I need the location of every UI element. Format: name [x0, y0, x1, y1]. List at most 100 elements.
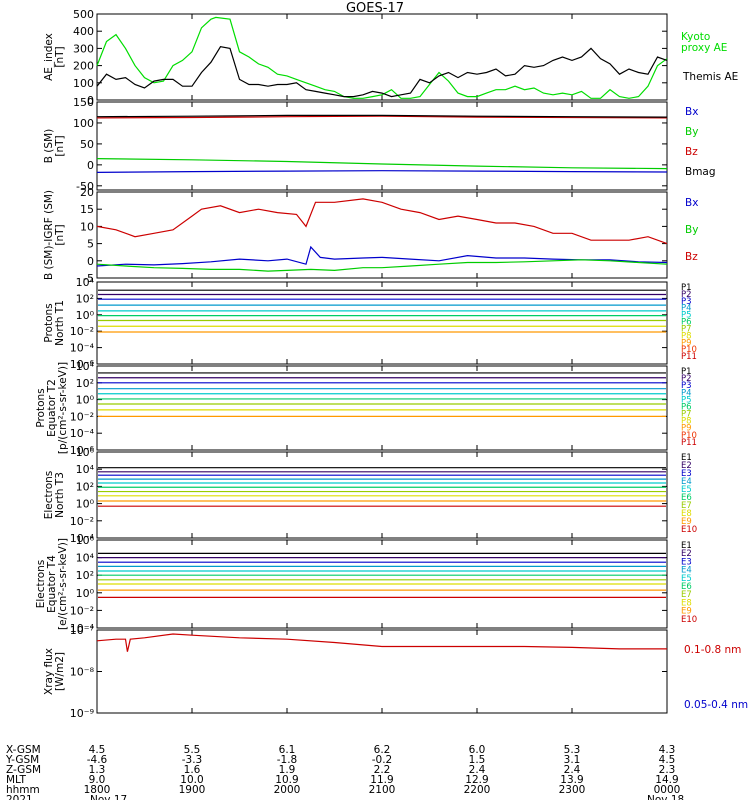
legend-p2: P2: [681, 290, 692, 300]
ephemeris-value: 1.3: [89, 764, 106, 776]
y-tick-label: 10⁻⁶: [70, 358, 95, 371]
y-tick-label: 10²: [76, 480, 94, 493]
panel-protons_t2: 10⁴ 10² 10⁰ 10⁻² 10⁻⁴ 10⁻⁶ Protons Equator T2 [p…: [35, 360, 697, 457]
legend-e8: E8: [681, 598, 692, 608]
legend-kyoto-proxy-ae: proxy AE: [681, 42, 727, 54]
y-tick-label: 15: [80, 203, 94, 216]
ephemeris-label: Z-GSM: [6, 764, 41, 776]
legend-e7: E7: [681, 590, 692, 600]
y-tick-label: -5: [83, 272, 94, 285]
y-tick-label: 10⁻⁷: [70, 624, 94, 637]
date-end: Nov 18: [647, 794, 684, 800]
y-tick-label: 10⁴: [76, 552, 95, 565]
legend-0-1-0-8-nm: 0.1-0.8 nm: [684, 644, 741, 656]
y-tick-label: 10⁻⁶: [70, 444, 95, 457]
ephemeris-label: MLT: [6, 774, 26, 786]
legend-e9: E9: [681, 607, 692, 617]
series-bx: [96, 170, 668, 173]
y-tick-label: 10⁻⁴: [70, 342, 95, 355]
y-tick-label: 100: [73, 117, 94, 130]
legend-e3: E3: [681, 469, 692, 479]
legend-e8: E8: [681, 509, 692, 519]
ephemeris-value: 9.0: [89, 774, 106, 786]
y-tick-label: 50: [80, 138, 94, 151]
legend-p4: P4: [681, 304, 692, 314]
y-tick-label: 10⁻⁴: [70, 532, 95, 545]
legend-p7: P7: [681, 324, 692, 334]
panel-bigrf: -5 0 5 10 15 20 B (SM)-IGRF (SM) [nT] Bx By Bz: [43, 186, 698, 285]
ephemeris-value: 2.4: [469, 764, 486, 776]
legend-bz: Bz: [685, 251, 698, 263]
ephemeris-value: 4.5: [89, 744, 106, 756]
y-tick-label: 10⁰: [76, 587, 95, 600]
y-tick-label: 10²: [76, 292, 94, 305]
ephemeris-value: 10.9: [275, 774, 298, 786]
y-tick-label: 10⁴: [76, 360, 95, 373]
ephemeris-value: 2000: [274, 784, 301, 796]
ephemeris-value: 5.3: [564, 744, 581, 756]
ephemeris-value: 13.9: [560, 774, 583, 786]
legend-by: By: [685, 224, 698, 236]
y-axis-label: Protons: [43, 303, 55, 342]
panel-frame: [96, 451, 668, 539]
ephemeris-value: 1900: [179, 784, 206, 796]
ephemeris-value: 1.5: [469, 754, 486, 766]
y-tick-label: 0: [87, 255, 94, 268]
y-axis-label: [p/(cm²-s-sr-keV)]: [57, 362, 69, 454]
panel-frame: [96, 191, 668, 279]
legend-e5: E5: [681, 485, 692, 495]
ephemeris-value: 1.9: [279, 764, 296, 776]
series-bz: [96, 198, 668, 245]
legend: Bx By Bz Bmag: [685, 106, 716, 178]
y-tick-label: 10⁴: [76, 276, 95, 289]
ephemeris-value: -4.6: [87, 754, 108, 766]
series-themis-ae: [96, 46, 668, 98]
legend: Bx By Bz: [685, 197, 698, 263]
series-bx: [96, 245, 668, 267]
legend-e4: E4: [681, 566, 692, 576]
legend-e6: E6: [681, 493, 692, 503]
ephemeris-value: 5.5: [184, 744, 201, 756]
y-tick-label: 10⁻⁴: [70, 622, 95, 635]
y-tick-label: 10⁻²: [70, 410, 94, 423]
legend-bz: Bz: [685, 146, 698, 158]
ephemeris-value: 1800: [84, 784, 111, 796]
legend-e1: E1: [681, 453, 692, 463]
panel-bsm: -50 0 50 100 150 B (SM) [nT] Bx By Bz Bmag: [43, 96, 716, 193]
panel-frame: [96, 365, 668, 451]
y-tick-label: 400: [73, 25, 94, 38]
ephemeris-value: -3.3: [182, 754, 203, 766]
legend-p6: P6: [681, 318, 692, 328]
y-axis-label: Protons: [35, 388, 47, 427]
chart-title: GOES-17: [345, 1, 404, 16]
legend-e2: E2: [681, 549, 692, 559]
ephemeris-value: 2100: [369, 784, 396, 796]
legend-p11: P11: [681, 352, 697, 362]
ephemeris-value: 6.0: [469, 744, 486, 756]
legend-p3: P3: [681, 381, 692, 391]
panel-frame: [96, 629, 668, 714]
legend-0-05-0-4-nm: 0.05-0.4 nm: [684, 699, 748, 711]
ephemeris-year: 2021: [6, 794, 33, 800]
ephemeris-value: 11.9: [370, 774, 393, 786]
y-axis-label: [nT]: [54, 224, 66, 245]
y-tick-label: 10⁻⁸: [70, 666, 95, 679]
y-tick-label: 300: [73, 42, 94, 55]
y-axis-label: Electrons: [35, 560, 47, 609]
legend-p10: P10: [681, 345, 697, 355]
series-kyoto-proxy-ae: [96, 16, 668, 99]
y-tick-label: 10⁰: [76, 498, 95, 511]
ephemeris-table: X-GSM 4.5 5.5 6.1 6.2 6.0 5.3 4.3 Y-GSM -4.6 -3.3 -…: [5, 744, 684, 800]
y-axis-label: [e/(cm²-s-sr-keV)]: [57, 538, 69, 630]
series-by: [96, 158, 668, 170]
y-axis-label: [W/m2]: [54, 652, 66, 691]
ephemeris-label: X-GSM: [6, 744, 41, 756]
ephemeris-value: 2200: [464, 784, 491, 796]
ephemeris-value: 2300: [559, 784, 586, 796]
y-axis-label: B (SM)-IGRF (SM): [43, 190, 55, 280]
legend-bx: Bx: [685, 106, 698, 118]
